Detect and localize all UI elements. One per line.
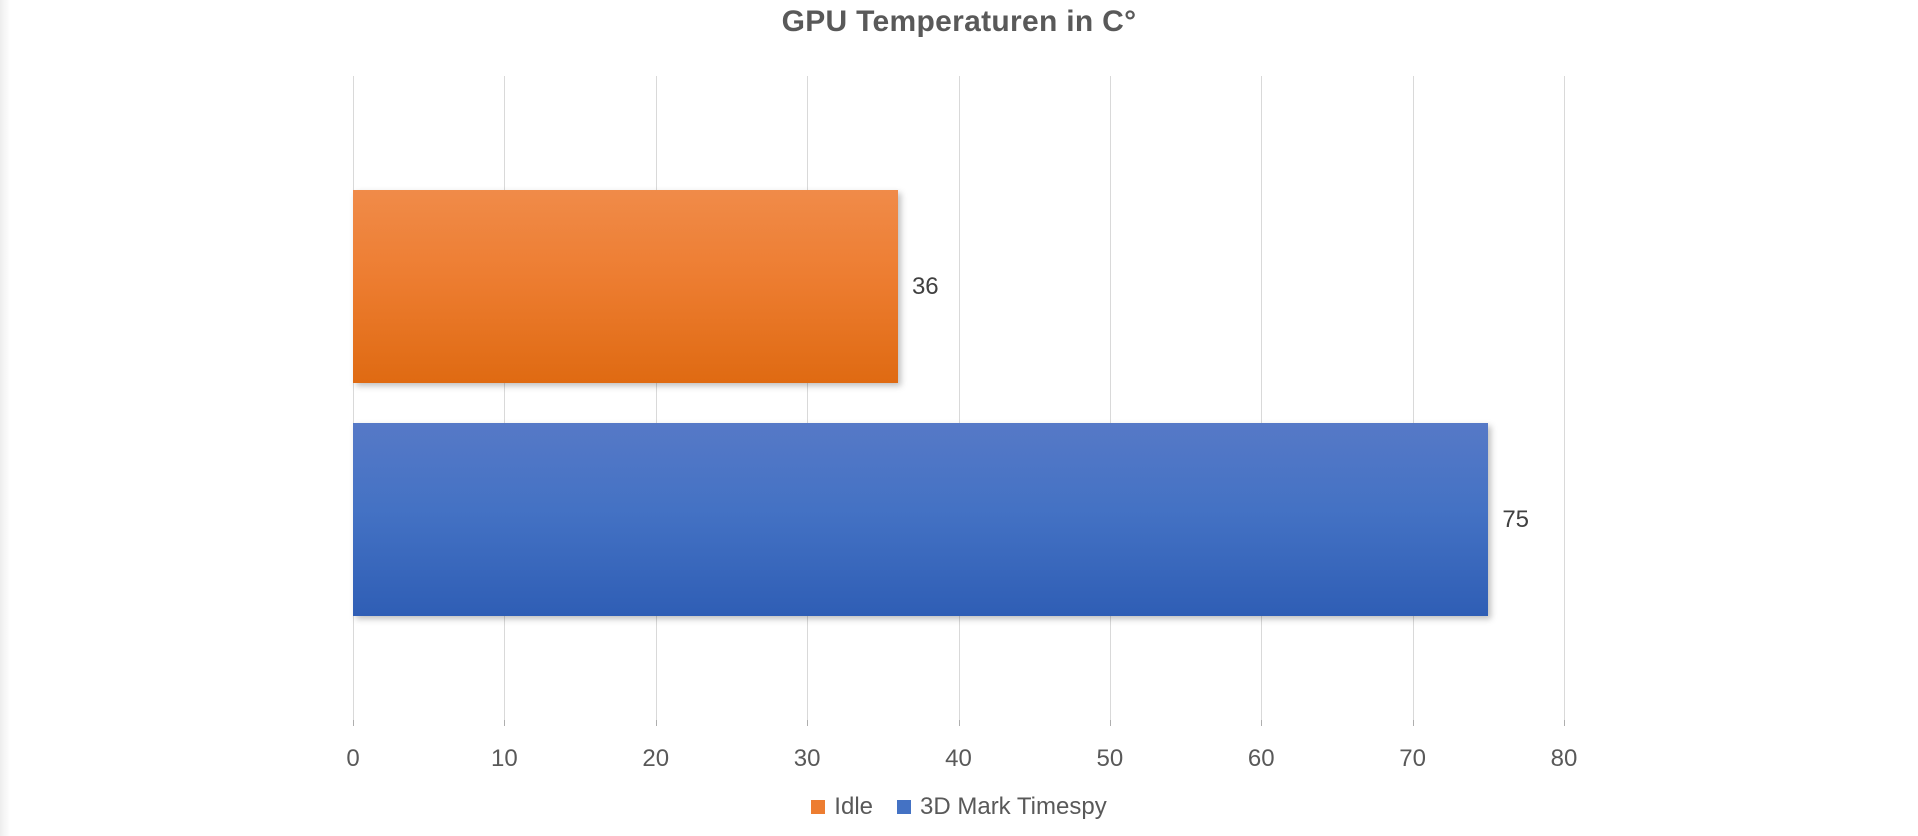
x-tick-label-50: 50 <box>1096 745 1124 772</box>
gridline-50 <box>1109 76 1111 726</box>
chart-title: GPU Temperaturen in C° <box>781 5 1137 38</box>
x-tick-label-20: 20 <box>642 745 670 772</box>
legend: Idle 3D Mark Timespy <box>0 792 1918 822</box>
x-tick-label-60: 60 <box>1247 745 1275 772</box>
x-tick-label-80: 80 <box>1550 745 1578 772</box>
legend-item-3d-mark-timespy[interactable]: 3D Mark Timespy <box>897 793 1107 821</box>
left-edge-shadow <box>0 0 10 836</box>
bar-row-idle: 36 <box>353 190 1564 383</box>
gridline-20 <box>655 76 657 726</box>
legend-label-idle: Idle <box>834 793 873 820</box>
gridline-40 <box>958 76 960 726</box>
legend-label-3d-mark-timespy: 3D Mark Timespy <box>920 793 1107 820</box>
gridline-30 <box>807 76 809 726</box>
gridline-70 <box>1412 76 1414 726</box>
x-axis-tick-labels: 0 10 20 30 40 50 60 70 80 <box>346 745 1577 775</box>
x-tick-label-40: 40 <box>945 745 972 772</box>
x-tick-label-10: 10 <box>491 745 518 772</box>
plot-area: 36 75 <box>353 76 1565 726</box>
gridline-60 <box>1261 76 1263 726</box>
data-label-3d-mark-timespy: 75 <box>1502 505 1530 533</box>
gridline-80 <box>1564 76 1565 726</box>
bar-idle[interactable] <box>353 190 898 383</box>
x-tick-label-70: 70 <box>1399 745 1426 772</box>
x-tick-label-30: 30 <box>793 745 821 772</box>
bar-3d-mark-timespy[interactable] <box>353 423 1489 616</box>
idle-swatch-icon <box>811 800 826 814</box>
gridline-10 <box>504 76 506 726</box>
3d-mark-timespy-swatch-icon <box>897 800 911 814</box>
data-label-idle: 36 <box>911 272 939 300</box>
x-tick-label-0: 0 <box>346 745 360 772</box>
bar-row-3d-mark-timespy: 75 <box>353 423 1564 616</box>
gridline-0 <box>353 76 354 726</box>
legend-item-idle[interactable]: Idle <box>811 793 873 821</box>
